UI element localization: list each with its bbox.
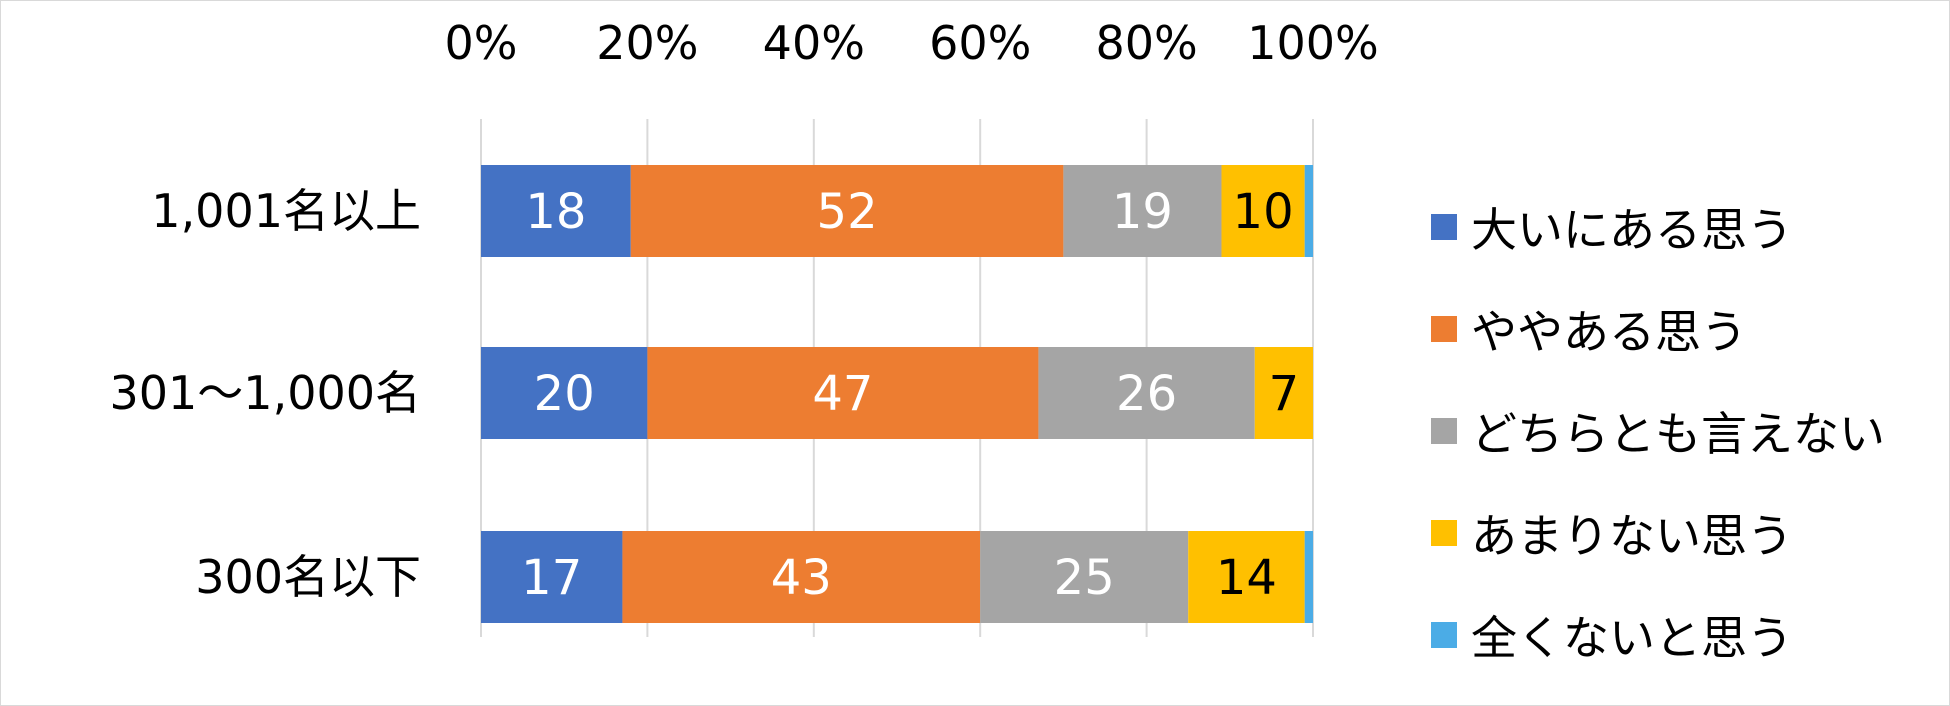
legend-label: どちらとも言えない xyxy=(1471,407,1885,461)
bar-segment xyxy=(980,531,1189,623)
bar-segment xyxy=(630,165,1064,257)
data-label: 19 xyxy=(1112,184,1173,240)
bar-segment xyxy=(1038,347,1255,439)
x-tick-label: 60% xyxy=(929,16,1031,70)
data-labels: 18 52 19 10 20 47 26 7 17 43 25 14 xyxy=(521,184,1299,606)
legend-swatch xyxy=(1431,214,1457,240)
data-label: 10 xyxy=(1233,184,1294,240)
category-label: 1,001名以上 xyxy=(151,184,421,238)
bar-segment xyxy=(481,531,623,623)
bar-segment xyxy=(1063,165,1222,257)
legend-item: どちらとも言えない xyxy=(1431,380,1885,482)
x-tick-label: 40% xyxy=(763,16,865,70)
legend-label: ややある思う xyxy=(1471,305,1747,359)
legend-swatch xyxy=(1431,622,1457,648)
legend-item: 全くないと思う xyxy=(1431,584,1885,686)
x-tick-label: 80% xyxy=(1095,16,1197,70)
bars xyxy=(481,165,1313,623)
data-label: 47 xyxy=(812,366,873,422)
legend-swatch xyxy=(1431,418,1457,444)
bar-segment xyxy=(1304,531,1313,623)
bar-segment xyxy=(622,531,981,623)
data-label: 25 xyxy=(1054,550,1115,606)
data-label: 7 xyxy=(1269,366,1300,422)
x-axis-ticks: 0% 20% 40% 60% 80% 100% xyxy=(445,16,1379,70)
bar-segment xyxy=(647,347,1039,439)
legend-item: ややある思う xyxy=(1431,278,1885,380)
bar-segment xyxy=(481,347,648,439)
bar-segment xyxy=(1254,347,1313,439)
data-label: 26 xyxy=(1116,366,1177,422)
bar-segment xyxy=(481,165,631,257)
data-label: 18 xyxy=(525,184,586,240)
data-label: 14 xyxy=(1216,550,1277,606)
legend: 大いにある思う ややある思うどちらとも言えない あまりない思う 全くないと思う xyxy=(1431,176,1885,686)
legend-item: あまりない思う xyxy=(1431,482,1885,584)
legend-swatch xyxy=(1431,520,1457,546)
bar-segment xyxy=(1221,165,1305,257)
category-labels: 1,001名以上 301～1,000名 300名以下 xyxy=(110,184,422,604)
x-tick-label: 20% xyxy=(596,16,698,70)
category-label: 301～1,000名 xyxy=(110,366,422,420)
legend-swatch xyxy=(1431,316,1457,342)
data-label: 17 xyxy=(521,550,582,606)
bar-segment xyxy=(1188,531,1305,623)
x-tick-label: 100% xyxy=(1247,16,1379,70)
data-label: 52 xyxy=(817,184,878,240)
legend-label: あまりない思う xyxy=(1471,509,1793,563)
category-label: 300名以下 xyxy=(195,550,421,604)
data-label: 20 xyxy=(534,366,595,422)
bar-segment xyxy=(1304,165,1313,257)
data-label: 43 xyxy=(771,550,832,606)
legend-label: 全くないと思う xyxy=(1471,611,1793,665)
stacked-bar-chart: 0% 20% 40% 60% 80% 100% 1,001名以上 301～1,000名 300… xyxy=(110,16,1379,637)
legend-item: 大いにある思う xyxy=(1431,176,1885,278)
x-tick-label: 0% xyxy=(445,16,518,70)
legend-label: 大いにある思う xyxy=(1471,203,1793,257)
